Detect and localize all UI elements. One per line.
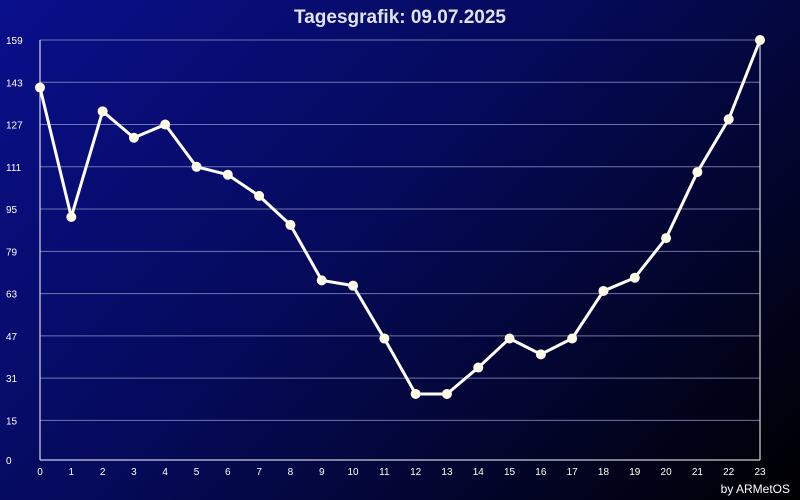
y-tick-label: 159 bbox=[6, 36, 23, 47]
data-point bbox=[755, 35, 765, 45]
y-tick-label: 0 bbox=[6, 456, 12, 467]
x-tick-label: 14 bbox=[473, 467, 485, 478]
data-point bbox=[128, 132, 139, 143]
x-tick-label: 1 bbox=[69, 467, 75, 478]
x-axis-ticks: 0 1 2 3 4 5 6 7 8 9 10 11 12 13 14 15 16 17 18 19 20 21 22 23 bbox=[37, 467, 766, 478]
data-point bbox=[410, 388, 421, 399]
data-point bbox=[598, 285, 609, 296]
data-point bbox=[661, 233, 672, 244]
x-tick-label: 7 bbox=[256, 467, 262, 478]
data-point bbox=[66, 211, 77, 222]
data-point bbox=[504, 333, 515, 344]
x-tick-label: 0 bbox=[37, 467, 43, 478]
x-tick-label: 23 bbox=[754, 467, 766, 478]
y-tick-label: 47 bbox=[6, 332, 18, 343]
data-point bbox=[629, 272, 640, 283]
x-tick-label: 20 bbox=[661, 467, 673, 478]
data-point bbox=[441, 388, 452, 399]
x-tick-label: 8 bbox=[288, 467, 294, 478]
grid-lines bbox=[40, 39, 760, 421]
x-tick-label: 4 bbox=[162, 467, 168, 478]
data-point bbox=[191, 161, 202, 172]
credit-label: by ARMetOS bbox=[721, 482, 790, 496]
x-tick-label: 16 bbox=[535, 467, 547, 478]
series-line bbox=[38, 39, 762, 396]
x-tick-label: 13 bbox=[441, 467, 453, 478]
x-tick-label: 12 bbox=[410, 467, 422, 478]
x-tick-label: 18 bbox=[598, 467, 610, 478]
data-point bbox=[285, 219, 296, 230]
x-tick-label: 2 bbox=[100, 467, 106, 478]
x-tick-label: 10 bbox=[347, 467, 359, 478]
x-tick-label: 9 bbox=[319, 467, 325, 478]
data-point bbox=[97, 106, 108, 117]
x-tick-label: 21 bbox=[692, 467, 704, 478]
x-tick-label: 3 bbox=[131, 467, 137, 478]
data-point bbox=[348, 280, 359, 291]
data-point bbox=[160, 119, 171, 130]
x-tick-label: 11 bbox=[379, 467, 390, 478]
x-tick-label: 6 bbox=[225, 467, 231, 478]
y-tick-label: 63 bbox=[6, 290, 18, 301]
x-tick-label: 22 bbox=[723, 467, 735, 478]
data-point bbox=[535, 349, 546, 360]
data-point bbox=[473, 362, 484, 373]
data-point bbox=[316, 275, 327, 286]
axes bbox=[39, 40, 761, 461]
x-tick-label: 15 bbox=[504, 467, 516, 478]
data-point bbox=[379, 333, 390, 344]
data-point bbox=[35, 82, 45, 93]
x-tick-label: 17 bbox=[567, 467, 579, 478]
chart-title: Tagesgrafik: 09.07.2025 bbox=[294, 7, 506, 28]
y-axis-ticks: 0 15 31 47 63 79 95 111 127 143 159 bbox=[6, 36, 23, 467]
data-point bbox=[692, 167, 703, 178]
y-tick-label: 111 bbox=[6, 163, 22, 174]
x-tick-label: 19 bbox=[629, 467, 641, 478]
data-point bbox=[723, 114, 734, 125]
data-series bbox=[35, 35, 765, 399]
data-point bbox=[254, 190, 265, 201]
x-tick-label: 5 bbox=[194, 467, 200, 478]
y-tick-label: 95 bbox=[6, 205, 18, 216]
data-point bbox=[222, 169, 233, 180]
y-tick-label: 127 bbox=[6, 121, 23, 132]
data-point bbox=[567, 333, 578, 344]
y-tick-label: 15 bbox=[6, 416, 18, 427]
y-tick-label: 79 bbox=[6, 247, 18, 258]
y-tick-label: 143 bbox=[6, 78, 23, 89]
y-tick-label: 31 bbox=[6, 374, 18, 385]
